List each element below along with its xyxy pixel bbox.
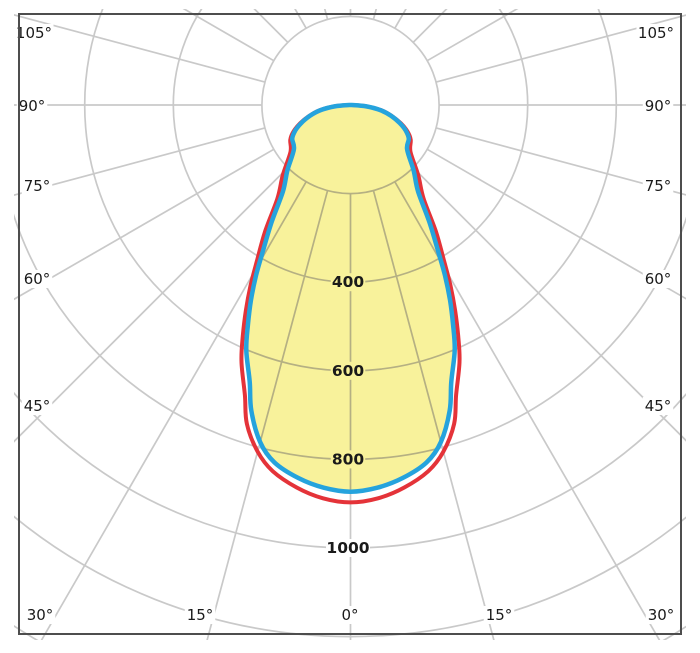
polar-ray: [372, 190, 455, 492]
ring-label-bg: [330, 361, 366, 380]
angle-label-right-90: 90°: [645, 97, 672, 115]
polar-ray: [14, 167, 289, 443]
angle-label-bg: [642, 97, 674, 115]
angle-label-bg: [636, 24, 676, 42]
angle-label-bg: [184, 606, 216, 624]
angle-label-right-60: 60°: [645, 270, 672, 288]
ring-label-800: 800: [332, 450, 365, 468]
angle-label-bottom-15: 15°: [486, 606, 513, 624]
angle-label-left-45: 45°: [24, 397, 51, 415]
polar-ray: [426, 148, 686, 300]
ring-label-bg: [330, 273, 366, 292]
angle-label-bg: [16, 97, 48, 115]
angle-label-bg: [21, 270, 53, 288]
ring-label-1000: 1000: [326, 539, 369, 557]
polar-ray: [435, 14, 686, 83]
angle-label-left-105: 105°: [16, 24, 52, 42]
polar-ray: [412, 167, 686, 442]
ring-label-bg: [330, 450, 366, 469]
polar-ray: [14, 13, 266, 83]
angle-label-bottom-0: 0°: [341, 606, 358, 624]
polar-ray: [14, 127, 266, 197]
angle-label-bg: [14, 24, 54, 42]
angle-label-bg: [339, 606, 361, 624]
angle-label-bottom-15: 15°: [187, 606, 214, 624]
angle-label-bottom-30: 30°: [648, 606, 675, 624]
polar-ray: [246, 190, 329, 492]
ring-label-400: 400: [332, 273, 365, 291]
plot-border: [18, 13, 682, 635]
ring-label-bg: [326, 539, 370, 557]
angle-label-bg: [21, 177, 53, 195]
angle-label-left-90: 90°: [19, 97, 46, 115]
ring-label-600: 600: [332, 362, 365, 380]
angle-label-bg: [24, 606, 56, 624]
angle-label-right-105: 105°: [638, 24, 674, 42]
angle-label-bg: [642, 397, 674, 415]
angle-label-right-45: 45°: [645, 397, 672, 415]
angle-label-bg: [483, 606, 515, 624]
polar-ray: [435, 127, 686, 196]
angle-label-bg: [642, 177, 674, 195]
angle-label-bottom-30: 30°: [27, 606, 54, 624]
curve-blue: [244, 102, 457, 494]
polar-ray: [40, 181, 307, 640]
angle-label-bg: [645, 606, 677, 624]
curve-red: [239, 103, 462, 505]
angle-label-right-75: 75°: [645, 177, 672, 195]
polar-ray: [394, 181, 661, 640]
angle-label-left-60: 60°: [24, 270, 51, 288]
angle-label-bg: [21, 397, 53, 415]
angle-label-bg: [642, 270, 674, 288]
angle-label-left-75: 75°: [24, 177, 51, 195]
polar-ray: [14, 148, 275, 301]
